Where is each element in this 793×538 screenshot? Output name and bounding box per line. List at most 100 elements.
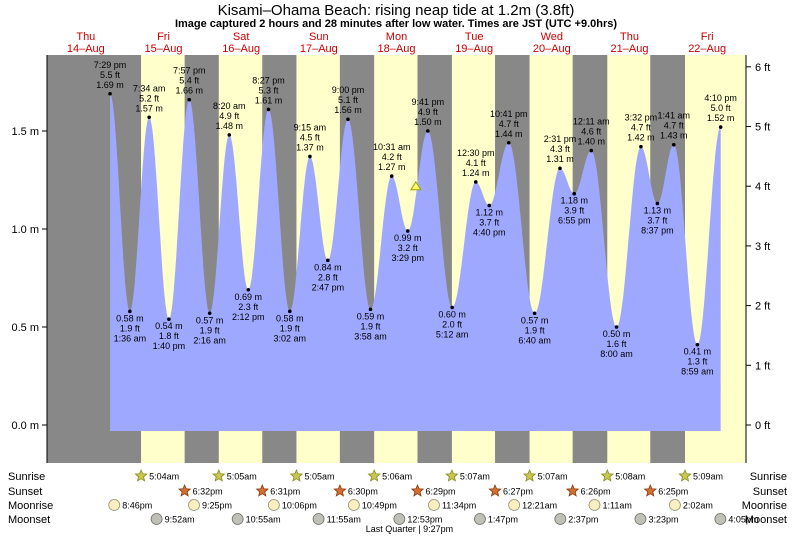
tide-extreme-point — [108, 91, 112, 96]
sunrise-icon — [600, 468, 615, 482]
tide-extreme-label: 9:00 pm — [332, 85, 365, 95]
tide-extreme-label: 0.84 m — [314, 262, 342, 272]
tide-extreme-label: 3:58 am — [354, 331, 387, 341]
moonrise-time: 11:34pm — [442, 501, 476, 511]
tide-extreme-point — [227, 133, 232, 137]
moonset-time: 10:55am — [246, 515, 281, 525]
tide-extreme-label: 4:40 pm — [473, 227, 506, 237]
tide-extreme-label: 0.57 m — [196, 315, 224, 325]
sunset-icon — [410, 483, 425, 497]
sunrise-time: 5:04am — [149, 472, 179, 482]
sunrise-icon — [212, 468, 226, 482]
tide-extreme-point — [426, 129, 430, 133]
moonset-icon — [393, 513, 406, 525]
tide-extreme-label: 8:37 pm — [641, 226, 674, 236]
tide-extreme-point — [532, 311, 537, 316]
tide-extreme-label: 5:12 am — [436, 329, 469, 339]
tide-extreme-label: 1.8 ft — [159, 331, 180, 341]
tide-extreme-label: 0.59 m — [357, 311, 385, 321]
sun-moon-rows: Sunrise Sunrise 5:04am 5:05am 5:05am 5:06am 5:… — [8, 468, 787, 534]
tide-extreme-label: 1.66 m — [175, 86, 203, 96]
row-label-left: Moonset — [8, 514, 50, 526]
tide-extreme-label: 0.41 m — [684, 347, 712, 357]
tide-extreme-point — [207, 311, 212, 316]
tide-extreme-label: 0.99 m — [394, 233, 422, 243]
day-of-week-label: Fri — [701, 31, 714, 43]
date-label: 21–Aug — [611, 43, 649, 55]
sunset-icon — [643, 483, 658, 497]
row-label-left: Sunrise — [8, 471, 45, 483]
tide-extreme-label: 4.5 ft — [300, 132, 321, 142]
tide-extreme-label: 3:02 am — [274, 333, 307, 343]
moonrise-icon — [428, 499, 440, 511]
tide-extreme-point — [487, 203, 492, 208]
tide-extreme-point — [167, 317, 171, 321]
sunset-time: 6:25pm — [658, 487, 688, 497]
tide-extreme-label: 2:47 pm — [312, 282, 345, 292]
tide-extreme-label: 2.3 ft — [238, 302, 259, 312]
tide-extreme-label: 3:32 pm — [625, 113, 658, 123]
date-label: 20–Aug — [533, 43, 571, 55]
tide-extreme-point — [473, 180, 478, 184]
sunrise-icon — [134, 468, 148, 482]
tide-extreme-label: 1.9 ft — [525, 325, 546, 335]
tide-extreme-label: 4.1 ft — [466, 158, 487, 168]
sunset-icon — [333, 483, 347, 497]
row-label-left: Sunset — [8, 486, 42, 498]
row-label-right: Moonset — [745, 514, 787, 526]
tide-extreme-label: 2:31 pm — [544, 134, 577, 144]
date-label: 16–Aug — [222, 43, 260, 55]
tide-extreme-label: 1.3 ft — [687, 357, 708, 367]
tide-extreme-point — [506, 140, 511, 145]
tide-extreme-point — [718, 125, 723, 129]
row-label-right: Sunrise — [750, 471, 787, 483]
moonrise-time: 9:25pm — [202, 501, 232, 511]
tide-extreme-label: 1.9 ft — [200, 325, 221, 335]
tide-extreme-label: 1.69 m — [96, 80, 124, 90]
tide-extreme-point — [389, 174, 394, 178]
tide-extreme-label: 3.7 ft — [479, 217, 500, 227]
tide-extreme-label: 10:41 pm — [490, 109, 528, 119]
tide-extreme-label: 6:40 am — [518, 335, 551, 345]
moonset-time: 4:05pm — [728, 515, 758, 525]
moonrise-icon — [108, 499, 121, 511]
right-tick-label: 3 ft — [755, 241, 770, 253]
tide-extreme-point — [614, 325, 619, 329]
tide-extreme-labels: 7:29 pm5.5 ft1.69 m0.58 m1.9 ft1:36 am7:… — [94, 60, 737, 377]
tide-water-area — [110, 93, 721, 431]
tide-extreme-label: 1.37 m — [296, 142, 324, 152]
tide-extreme-label: 8:27 pm — [252, 75, 285, 85]
tide-extreme-point — [308, 154, 312, 159]
moon-phase-note: Last Quarter | 9:27pm — [366, 524, 453, 534]
moonrise-time: 2:02am — [683, 501, 713, 511]
tide-extreme-point — [572, 191, 577, 196]
current-tide-marker — [410, 180, 422, 191]
moonrise-time: 12:21am — [522, 501, 557, 511]
tide-extreme-label: 1.27 m — [378, 162, 406, 172]
tide-extreme-point — [326, 258, 330, 263]
day-of-week-label: Sat — [233, 31, 250, 43]
moonset-icon — [474, 513, 486, 525]
right-tick-label: 4 ft — [755, 181, 770, 193]
tide-extreme-label: 7:34 am — [133, 83, 166, 93]
tide-extreme-label: 1.43 m — [660, 131, 688, 141]
tide-extreme-label: 3.9 ft — [564, 206, 585, 216]
tide-extreme-label: 1.13 m — [644, 206, 672, 216]
sunset-time: 6:26pm — [581, 487, 611, 497]
tide-extreme-label: 1.61 m — [255, 95, 283, 105]
tide-extreme-label: 1.31 m — [546, 154, 574, 164]
day-of-week-label: Wed — [541, 31, 563, 43]
tide-extreme-label: 1.42 m — [627, 133, 655, 143]
moonset-icon — [634, 513, 647, 525]
sunrise-time: 5:06am — [382, 472, 412, 482]
sunset-icon — [565, 483, 580, 497]
tide-extreme-point — [558, 166, 562, 171]
tide-extreme-label: 10:31 am — [373, 142, 411, 152]
tide-extreme-label: 4.7 ft — [499, 119, 520, 129]
sunrise-time: 5:05am — [304, 472, 334, 482]
tide-area — [110, 93, 721, 431]
tide-extreme-point — [589, 148, 594, 153]
day-of-week-label: Mon — [386, 31, 407, 43]
moonrise-time: 8:46pm — [122, 501, 152, 511]
